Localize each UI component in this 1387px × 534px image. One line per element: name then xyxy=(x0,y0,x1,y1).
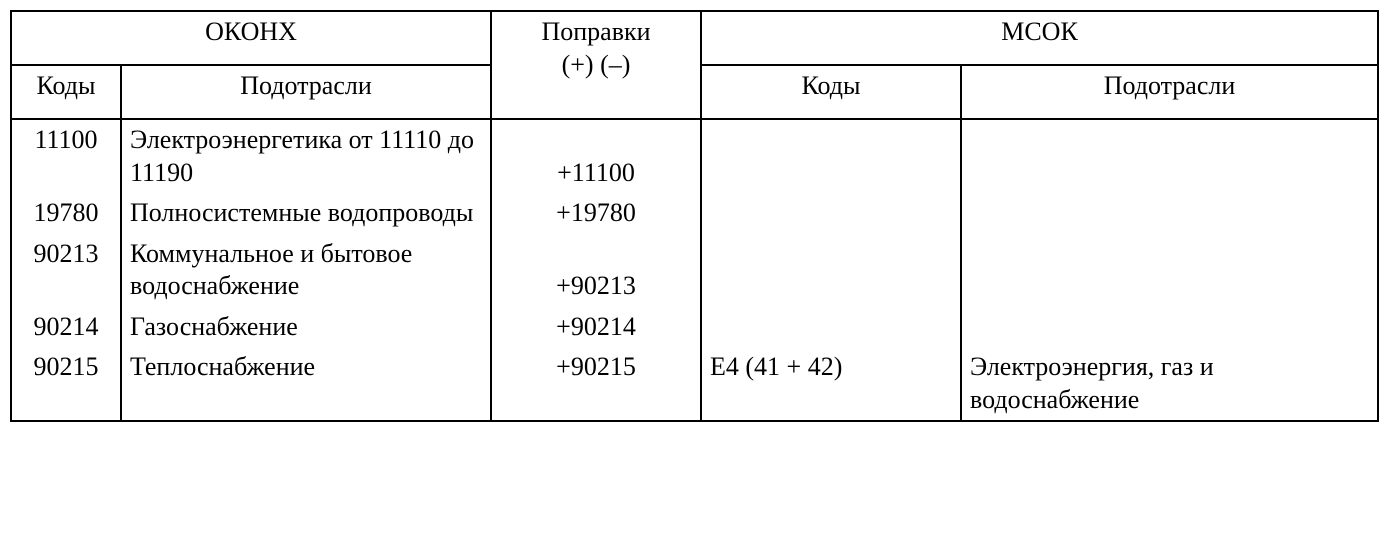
cell-okonh-code: 90214 xyxy=(11,307,121,348)
cell-msok-sub xyxy=(961,119,1378,193)
cell-msok-code xyxy=(701,307,961,348)
table-row: 90213 Коммунальное и быто­вое водоснабже… xyxy=(11,234,1378,307)
cell-popravka: +90213 xyxy=(491,234,701,307)
cell-msok-sub xyxy=(961,193,1378,234)
header-msok-podotrasli: Подотрасли xyxy=(961,65,1378,119)
table-row: 90214 Газоснабжение +90214 xyxy=(11,307,1378,348)
cell-okonh-sub: Коммунальное и быто­вое водоснабжение xyxy=(121,234,491,307)
header-okonh-kody: Коды xyxy=(11,65,121,119)
cell-okonh-sub: Полносистемные водопроводы xyxy=(121,193,491,234)
cell-msok-code xyxy=(701,234,961,307)
header-msok-group: МСОК xyxy=(701,11,1378,65)
cell-okonh-sub: Теплоснабжение xyxy=(121,347,491,421)
cell-popravka: +11100 xyxy=(491,119,701,193)
header-popravki-line1: Поправки xyxy=(541,17,650,46)
header-popravki: Поправки (+) (–) xyxy=(491,11,701,119)
cell-popravka: +90215 xyxy=(491,347,701,421)
cell-okonh-code: 11100 xyxy=(11,119,121,193)
table-row: 11100 Электроэнергетика от 11110 до 1119… xyxy=(11,119,1378,193)
cell-msok-code: E4 (41 + 42) xyxy=(701,347,961,421)
cell-msok-sub: Электроэнергия, газ и водоснабжение xyxy=(961,347,1378,421)
cell-okonh-sub: Электроэнергетика от 11110 до 11190 xyxy=(121,119,491,193)
cell-msok-sub xyxy=(961,234,1378,307)
cell-okonh-code: 19780 xyxy=(11,193,121,234)
header-okonh-group: ОКОНХ xyxy=(11,11,491,65)
cell-popravka: +90214 xyxy=(491,307,701,348)
header-okonh-podotrasli: Подотрасли xyxy=(121,65,491,119)
cell-okonh-sub: Газоснабжение xyxy=(121,307,491,348)
table-row: 19780 Полносистемные водопроводы +19780 xyxy=(11,193,1378,234)
cell-popravka: +19780 xyxy=(491,193,701,234)
table-row: 90215 Теплоснабжение +90215 E4 (41 + 42)… xyxy=(11,347,1378,421)
cell-msok-code xyxy=(701,119,961,193)
cell-okonh-code: 90213 xyxy=(11,234,121,307)
header-msok-kody: Коды xyxy=(701,65,961,119)
cell-msok-code xyxy=(701,193,961,234)
cell-okonh-code: 90215 xyxy=(11,347,121,421)
cell-msok-sub xyxy=(961,307,1378,348)
classification-table: ОКОНХ Поправки (+) (–) МСОК Коды Подотра… xyxy=(10,10,1379,422)
header-popravki-line2: (+) (–) xyxy=(562,50,631,79)
